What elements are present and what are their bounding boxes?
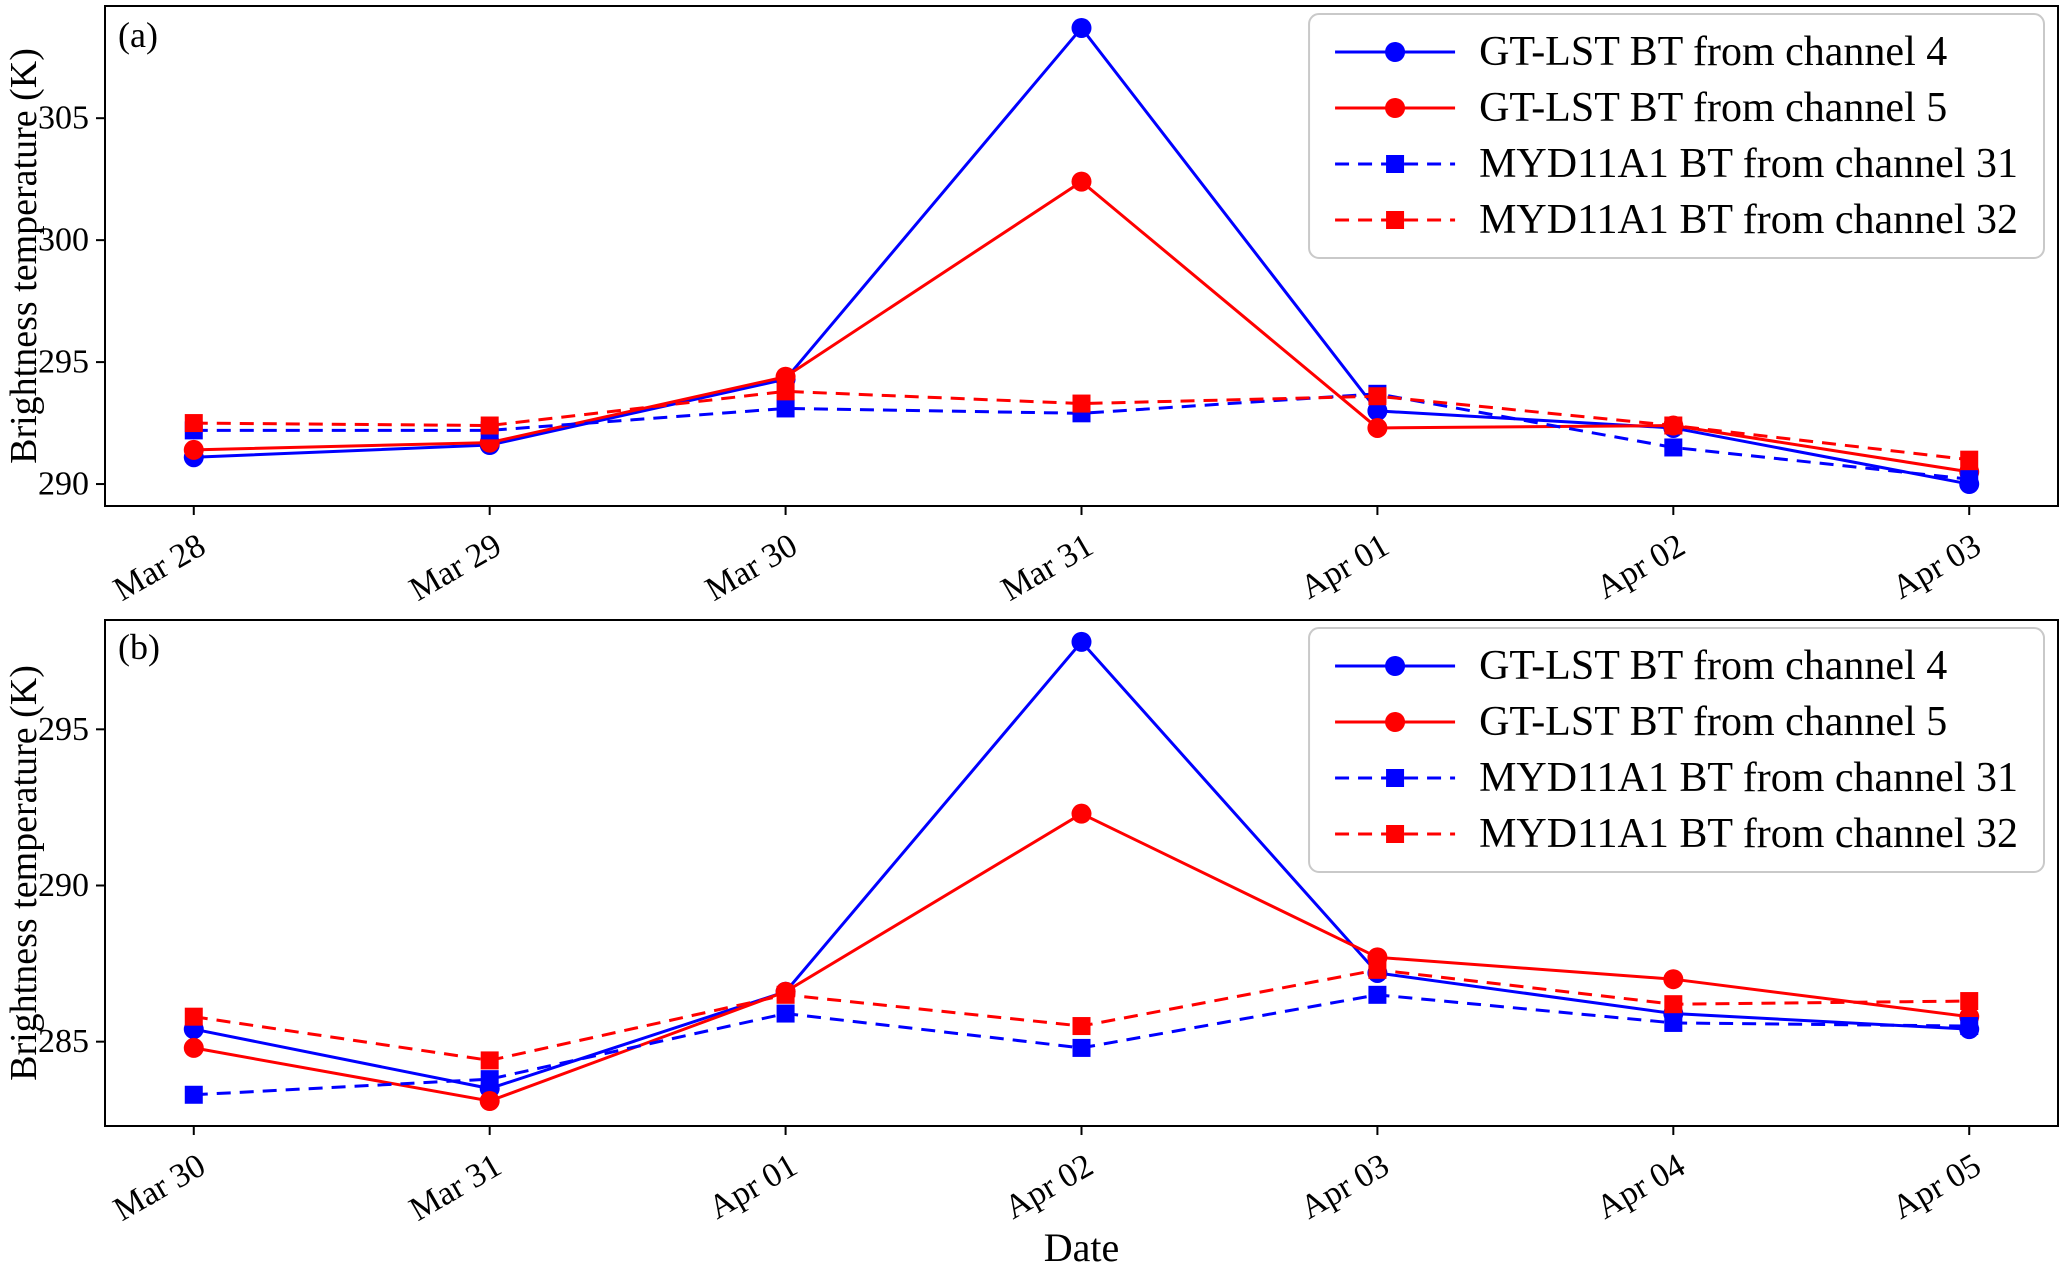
y-tick-label: 305 [38, 100, 89, 137]
x-tick-label: Mar 30 [699, 527, 803, 609]
data-point-circle [1663, 969, 1684, 990]
y-axis-label-b: Brightness temperature (K) [3, 665, 45, 1081]
legend-entry: GT-LST BT from channel 4 [1335, 643, 1947, 689]
panel-b-label: (b) [118, 627, 160, 667]
legend-marker-square [1386, 769, 1405, 787]
legend-entry: MYD11A1 BT from channel 32 [1335, 197, 2018, 243]
legend-marker-square [1386, 825, 1405, 843]
legend-label: GT-LST BT from channel 5 [1479, 699, 1947, 745]
panel-a-label: (a) [118, 15, 158, 55]
legend-entry: MYD11A1 BT from channel 32 [1335, 811, 2018, 857]
legend: GT-LST BT from channel 4 GT-LST BT from c… [1308, 627, 2045, 873]
data-point-square [1368, 960, 1387, 979]
legend-label: MYD11A1 BT from channel 32 [1479, 811, 2018, 857]
legend-entry: MYD11A1 BT from channel 31 [1335, 755, 2018, 801]
data-point-square [1664, 416, 1683, 435]
legend-entry: GT-LST BT from channel 4 [1335, 29, 1947, 75]
y-axis-label-a: Brightness temperature (K) [3, 48, 45, 464]
x-tick-label: Apr 01 [1294, 527, 1395, 607]
data-point-square [1072, 394, 1091, 413]
legend-entry: GT-LST BT from channel 5 [1335, 699, 1947, 745]
data-point-square [1960, 450, 1979, 469]
data-point-circle [775, 366, 796, 387]
panel-b: (b) Brightness temperature (K) 285 290 295… [0, 612, 2067, 1267]
data-point-square [1664, 995, 1683, 1014]
x-tick-label: Apr 04 [1590, 1147, 1691, 1227]
data-point-circle [1071, 631, 1092, 652]
x-tick-label: Mar 30 [107, 1147, 211, 1229]
legend: GT-LST BT from channel 4 GT-LST BT from c… [1308, 13, 2045, 259]
data-point-square [480, 1070, 499, 1089]
data-point-square [1072, 1038, 1091, 1057]
legend-label: GT-LST BT from channel 4 [1479, 643, 1947, 689]
panel-a: (a) Brightness temperature (K) 290 295 300… [0, 0, 2067, 612]
legend-box [1308, 13, 2045, 259]
y-tick-label: 290 [38, 466, 89, 503]
legend-label: MYD11A1 BT from channel 32 [1479, 197, 2018, 243]
legend-label: GT-LST BT from channel 5 [1479, 85, 1947, 131]
y-tick-label: 300 [38, 222, 89, 259]
legend-label: GT-LST BT from channel 4 [1479, 29, 1947, 75]
x-tick-label: Mar 28 [107, 527, 211, 609]
legend-label: MYD11A1 BT from channel 31 [1479, 141, 2018, 187]
data-point-circle [1367, 417, 1388, 438]
x-axis-label: Date [1043, 1225, 1120, 1267]
x-tick-label: Apr 02 [1590, 527, 1691, 607]
chart-b-plot: 285 290 295 Mar 30 Mar 31 Apr 01 Apr 02 Apr 03 A… [38, 619, 2059, 1229]
legend-entry: GT-LST BT from channel 5 [1335, 85, 1947, 131]
data-point-square [776, 399, 795, 418]
chart-a-plot: 290 295 300 305 Mar 28 Mar 29 Mar 30 Mar 31 Apr … [38, 5, 2059, 609]
data-point-circle [183, 439, 204, 460]
data-point-square [1960, 1017, 1979, 1036]
data-point-square [184, 1007, 203, 1026]
data-point-circle [1071, 17, 1092, 38]
data-point-circle [1071, 803, 1092, 824]
x-tick-label: Apr 02 [998, 1147, 1099, 1227]
data-point-circle [479, 1091, 500, 1112]
data-point-square [1664, 438, 1683, 457]
legend-marker-circle [1385, 656, 1406, 676]
data-point-square [1664, 1013, 1683, 1032]
legend-marker-square [1386, 155, 1405, 173]
legend-marker-square [1386, 211, 1405, 229]
legend-marker-circle [1385, 98, 1406, 118]
data-point-square [776, 382, 795, 401]
x-tick-label: Mar 31 [995, 527, 1099, 609]
data-point-square [1072, 1017, 1091, 1036]
x-tick-label: Apr 03 [1294, 1147, 1395, 1227]
y-tick-label: 290 [38, 867, 89, 904]
legend-marker-circle [1385, 712, 1406, 732]
x-tick-label: Mar 31 [403, 1147, 507, 1229]
legend-label: MYD11A1 BT from channel 31 [1479, 755, 2018, 801]
x-tick-label: Apr 01 [702, 1147, 803, 1227]
y-tick-label: 295 [38, 711, 89, 748]
data-point-square [1368, 985, 1387, 1004]
data-point-circle [1367, 400, 1388, 421]
data-point-circle [183, 1037, 204, 1058]
legend-box [1308, 627, 2045, 873]
data-point-square [184, 1085, 203, 1104]
data-point-square [1960, 470, 1979, 489]
data-point-square [776, 1004, 795, 1023]
x-tick-label: Mar 29 [403, 527, 507, 609]
data-point-square [1368, 387, 1387, 406]
data-point-square [1960, 992, 1979, 1011]
data-point-square [480, 1051, 499, 1070]
legend-marker-circle [1385, 42, 1406, 62]
x-tick-label: Apr 05 [1886, 1147, 1987, 1227]
data-point-square [480, 416, 499, 435]
x-tick-label: Apr 03 [1886, 527, 1987, 607]
legend-entry: MYD11A1 BT from channel 31 [1335, 141, 2018, 187]
data-point-square [776, 985, 795, 1004]
y-tick-label: 285 [38, 1023, 89, 1060]
y-tick-label: 295 [38, 344, 89, 381]
data-point-square [184, 414, 203, 433]
data-point-circle [1071, 171, 1092, 192]
